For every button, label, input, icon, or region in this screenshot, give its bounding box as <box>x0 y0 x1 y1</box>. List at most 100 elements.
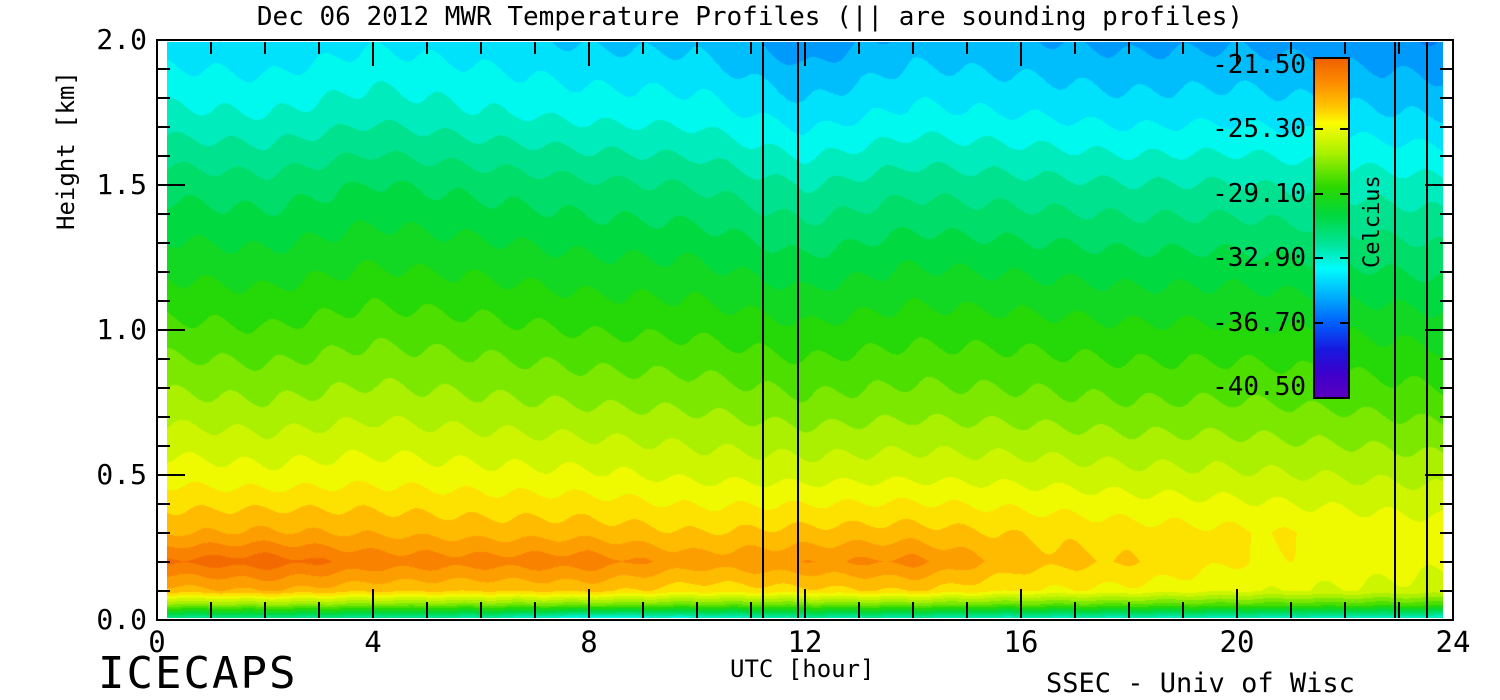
y-axis-tick <box>158 532 170 534</box>
x-tick-label: 20 <box>1219 625 1255 659</box>
x-axis-tick <box>1182 602 1184 618</box>
y-tick-label: 0.0 <box>96 603 147 636</box>
colorbar-tick <box>1340 257 1348 259</box>
x-tick-label: 0 <box>148 625 166 659</box>
x-axis-tick <box>480 602 482 618</box>
sounding-profile-line <box>1394 42 1396 618</box>
y-axis-tick <box>1440 561 1452 563</box>
x-axis-tick <box>1344 42 1346 54</box>
colorbar-tick <box>1340 128 1348 130</box>
y-axis-tick <box>158 474 185 476</box>
y-axis-tick <box>158 155 170 157</box>
colorbar-tick <box>1315 128 1323 130</box>
x-axis-tick <box>966 602 968 618</box>
x-tick-label: 8 <box>580 625 598 659</box>
y-axis-tick <box>1440 445 1452 447</box>
x-axis-tick <box>804 589 806 618</box>
x-axis-tick <box>1452 42 1454 66</box>
x-axis-tick <box>1398 602 1400 618</box>
y-axis-tick <box>158 358 170 360</box>
y-axis-tick <box>1425 329 1452 331</box>
y-axis-tick <box>1440 387 1452 389</box>
x-axis-tick <box>264 42 266 54</box>
chart-title: Dec 06 2012 MWR Temperature Profiles (||… <box>256 2 1244 32</box>
x-axis-tick <box>318 42 320 54</box>
y-axis-tick <box>158 561 170 563</box>
y-tick-label: 2.0 <box>96 23 147 56</box>
colorbar-tick <box>1315 257 1323 259</box>
colorbar-tick <box>1340 322 1348 324</box>
y-axis-tick <box>1440 532 1452 534</box>
x-axis-tick <box>1128 42 1130 54</box>
colorbar-title: Celcius <box>1360 175 1385 268</box>
y-axis-tick <box>1425 474 1452 476</box>
x-axis-tick <box>480 42 482 54</box>
x-tick-label: 4 <box>364 625 382 659</box>
y-axis-tick <box>158 242 170 244</box>
x-axis-tick <box>1020 42 1022 66</box>
x-axis-tick <box>912 42 914 54</box>
y-axis-tick <box>1440 271 1452 273</box>
y-axis-tick <box>1440 68 1452 70</box>
x-tick-label: 16 <box>1003 625 1039 659</box>
sounding-profile-line <box>797 42 799 618</box>
x-axis-tick <box>426 42 428 54</box>
y-tick-label: 0.5 <box>96 458 147 491</box>
x-axis-tick <box>696 42 698 54</box>
x-axis-tick <box>156 42 158 66</box>
x-axis-tick <box>426 602 428 618</box>
x-axis-tick <box>372 42 374 66</box>
colorbar-label: -32.90 <box>1212 243 1306 273</box>
y-axis-tick <box>1440 503 1452 505</box>
x-axis-tick <box>858 602 860 618</box>
sounding-profile-line <box>1426 42 1428 618</box>
x-axis-tick <box>318 602 320 618</box>
y-axis-tick <box>1440 590 1452 592</box>
y-axis-tick <box>1425 184 1452 186</box>
y-axis-tick <box>158 445 170 447</box>
temperature-heatmap-field <box>167 42 1443 618</box>
x-axis-tick <box>1290 602 1292 618</box>
x-axis-tick <box>804 42 806 66</box>
x-axis-tick <box>210 602 212 618</box>
y-axis-tick <box>158 619 185 621</box>
x-axis-tick <box>1290 42 1292 54</box>
y-axis-tick <box>158 213 170 215</box>
sounding-profile-line <box>762 42 764 618</box>
y-axis-tick <box>158 184 185 186</box>
y-axis-tick <box>158 387 170 389</box>
y-axis-tick <box>158 39 185 41</box>
x-axis-tick <box>1020 589 1022 618</box>
x-axis-tick <box>1182 42 1184 54</box>
y-axis-tick <box>1440 300 1452 302</box>
x-axis-tick <box>1236 42 1238 66</box>
colorbar-tick <box>1315 193 1323 195</box>
colorbar <box>1313 57 1350 399</box>
x-axis-tick <box>264 602 266 618</box>
institution-label: SSEC - Univ of Wisc <box>1046 668 1355 699</box>
x-axis-tick <box>858 42 860 54</box>
y-axis-tick <box>158 300 170 302</box>
x-axis-tick <box>588 42 590 66</box>
colorbar-tick <box>1315 322 1323 324</box>
y-axis-tick <box>1425 619 1452 621</box>
x-tick-label: 24 <box>1435 625 1471 659</box>
x-axis-tick <box>966 42 968 54</box>
colorbar-label: -25.30 <box>1212 114 1306 144</box>
x-axis-tick <box>156 589 158 618</box>
y-axis-tick <box>158 271 170 273</box>
x-axis-tick <box>372 589 374 618</box>
x-axis-tick <box>1236 589 1238 618</box>
y-axis-tick <box>1440 416 1452 418</box>
y-axis-tick <box>158 68 170 70</box>
x-axis-tick <box>1074 42 1076 54</box>
x-axis-title: UTC [hour] <box>730 655 875 683</box>
x-axis-tick <box>1398 42 1400 54</box>
y-axis-tick <box>1440 126 1452 128</box>
y-axis-tick <box>1440 97 1452 99</box>
y-axis-tick <box>1440 242 1452 244</box>
y-axis-tick <box>158 97 170 99</box>
x-axis-tick <box>750 602 752 618</box>
y-axis-tick <box>1425 39 1452 41</box>
